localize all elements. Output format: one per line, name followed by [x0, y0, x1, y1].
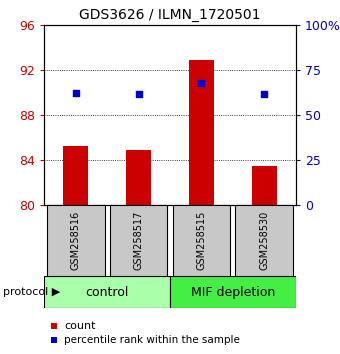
- Point: [136, 91, 141, 97]
- Point: [199, 80, 204, 85]
- Text: GSM258517: GSM258517: [134, 211, 143, 270]
- Text: count: count: [64, 321, 96, 331]
- Text: MIF depletion: MIF depletion: [191, 286, 275, 298]
- FancyBboxPatch shape: [170, 276, 296, 308]
- Text: GSM258530: GSM258530: [259, 211, 269, 270]
- Text: protocol ▶: protocol ▶: [3, 287, 61, 297]
- Text: control: control: [85, 286, 129, 298]
- Point: [262, 91, 267, 97]
- Text: GSM258516: GSM258516: [71, 211, 81, 270]
- FancyBboxPatch shape: [44, 276, 170, 308]
- Bar: [252, 166, 277, 205]
- FancyBboxPatch shape: [235, 205, 293, 276]
- FancyBboxPatch shape: [109, 205, 168, 276]
- FancyBboxPatch shape: [47, 205, 105, 276]
- FancyBboxPatch shape: [172, 205, 231, 276]
- Text: GSM258515: GSM258515: [197, 211, 206, 270]
- Title: GDS3626 / ILMN_1720501: GDS3626 / ILMN_1720501: [79, 8, 261, 22]
- Point: [73, 91, 78, 96]
- Text: percentile rank within the sample: percentile rank within the sample: [64, 335, 240, 345]
- Bar: [126, 150, 151, 205]
- Bar: [189, 60, 214, 205]
- Bar: [63, 145, 88, 205]
